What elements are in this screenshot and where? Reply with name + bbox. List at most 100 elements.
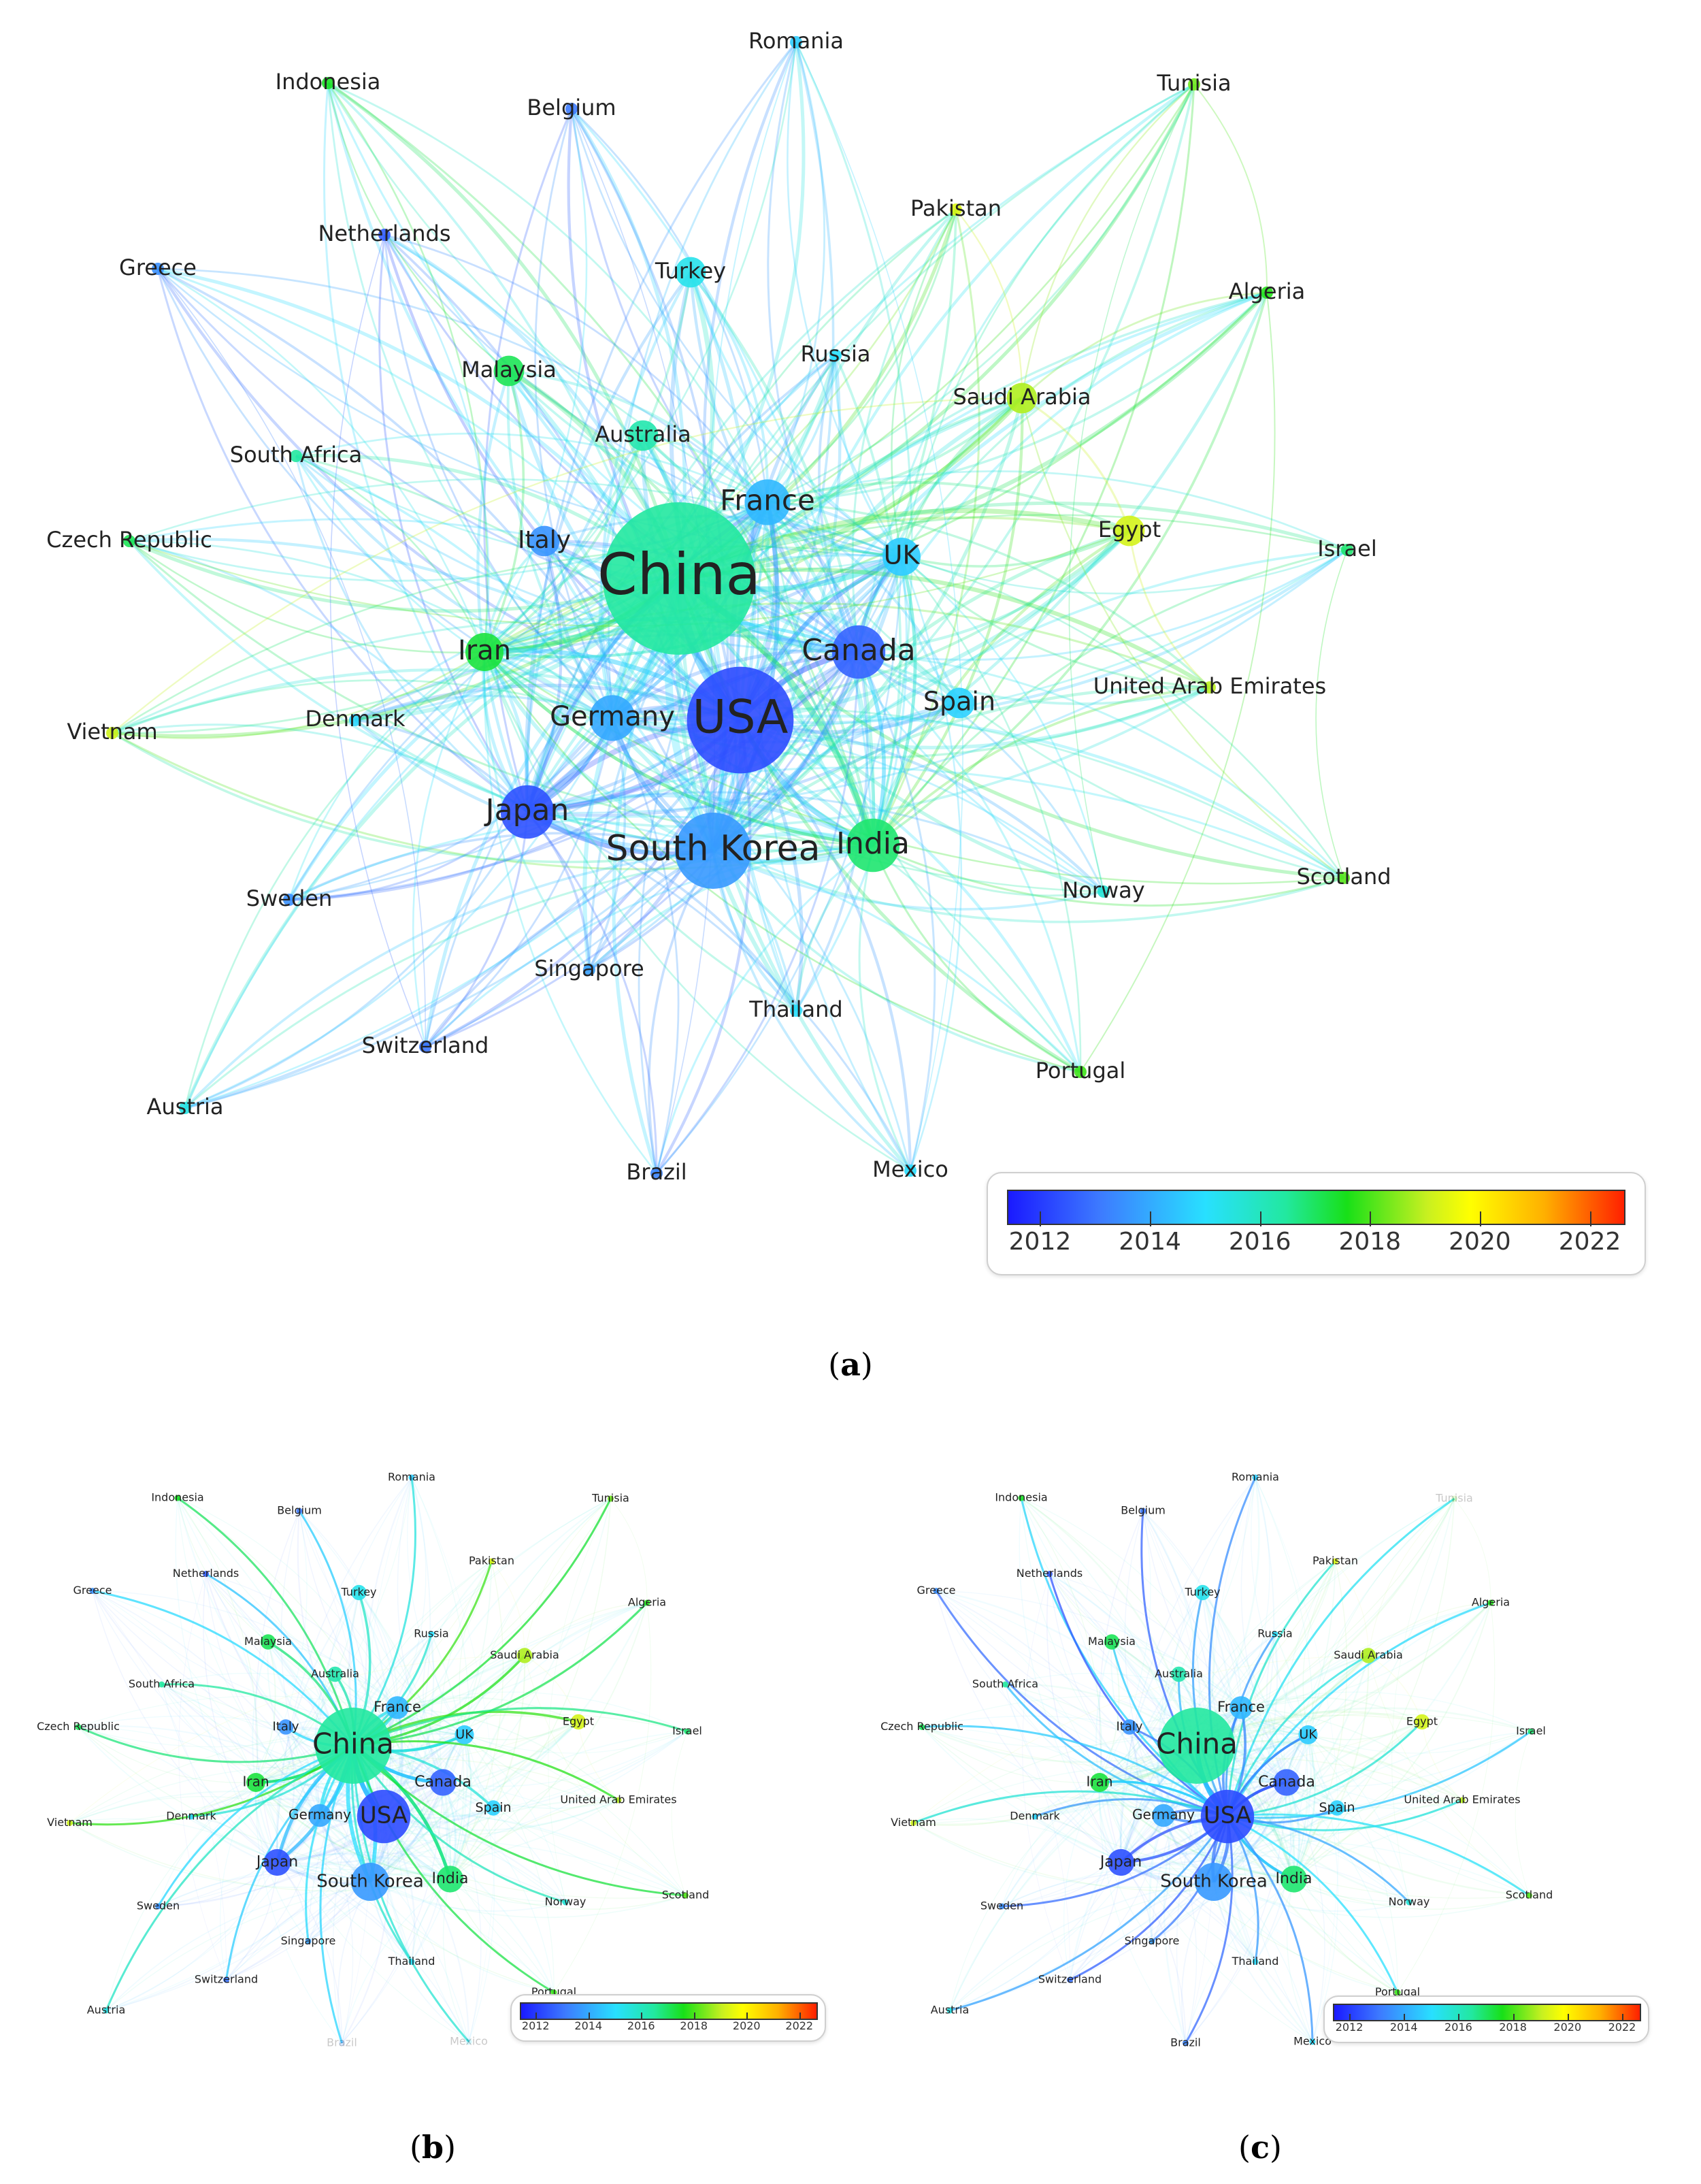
node-united-arab-emirates[interactable] bbox=[1204, 681, 1216, 694]
node-thailand[interactable] bbox=[1252, 1959, 1259, 1965]
node-israel[interactable] bbox=[1341, 544, 1353, 556]
node-portugal[interactable] bbox=[1394, 1989, 1401, 1995]
node-scotland[interactable] bbox=[1338, 872, 1350, 884]
node-turkey[interactable] bbox=[675, 257, 706, 288]
node-russia[interactable] bbox=[1272, 1631, 1278, 1637]
node-thailand[interactable] bbox=[790, 1005, 802, 1017]
node-mexico[interactable] bbox=[1309, 2038, 1316, 2045]
node-iran[interactable] bbox=[246, 1773, 265, 1792]
node-usa[interactable] bbox=[1200, 1789, 1255, 1844]
node-norway[interactable] bbox=[562, 1899, 569, 1906]
node-brazil[interactable] bbox=[650, 1167, 663, 1179]
node-belgium[interactable] bbox=[565, 103, 578, 115]
node-belgium[interactable] bbox=[296, 1507, 303, 1514]
node-czech-republic[interactable] bbox=[919, 1724, 925, 1730]
node-canada[interactable] bbox=[831, 625, 886, 679]
node-egypt[interactable] bbox=[1414, 1714, 1430, 1730]
node-tunisia[interactable] bbox=[1451, 1495, 1457, 1502]
node-south-korea[interactable] bbox=[1195, 1863, 1233, 1901]
node-saudi-arabia[interactable] bbox=[1006, 382, 1038, 414]
node-pakistan[interactable] bbox=[489, 1558, 495, 1565]
node-japan[interactable] bbox=[1107, 1848, 1135, 1876]
node-india[interactable] bbox=[436, 1865, 464, 1893]
node-indonesia[interactable] bbox=[1018, 1495, 1025, 1501]
node-uk[interactable] bbox=[882, 538, 921, 576]
node-algeria[interactable] bbox=[1261, 287, 1273, 299]
node-portugal[interactable] bbox=[1074, 1066, 1087, 1078]
node-italy[interactable] bbox=[278, 1719, 294, 1735]
node-pakistan[interactable] bbox=[1332, 1558, 1338, 1565]
node-switzerland[interactable] bbox=[1067, 1976, 1073, 1983]
node-usa[interactable] bbox=[687, 666, 794, 774]
node-indonesia[interactable] bbox=[322, 77, 334, 89]
node-south-africa[interactable] bbox=[290, 450, 302, 462]
node-egypt[interactable] bbox=[1114, 515, 1145, 547]
node-algeria[interactable] bbox=[644, 1599, 650, 1606]
node-china[interactable] bbox=[1159, 1708, 1235, 1784]
node-uk[interactable] bbox=[455, 1725, 474, 1744]
node-united-arab-emirates[interactable] bbox=[615, 1797, 622, 1804]
node-mexico[interactable] bbox=[904, 1164, 916, 1177]
node-mexico[interactable] bbox=[465, 2038, 472, 2045]
node-switzerland[interactable] bbox=[419, 1041, 431, 1053]
node-australia[interactable] bbox=[327, 1666, 343, 1682]
node-spain[interactable] bbox=[944, 687, 975, 719]
node-czech-republic[interactable] bbox=[75, 1724, 82, 1730]
node-greece[interactable] bbox=[89, 1588, 96, 1594]
node-greece[interactable] bbox=[152, 263, 164, 275]
node-brazil[interactable] bbox=[339, 2040, 345, 2047]
node-spain[interactable] bbox=[1329, 1800, 1345, 1816]
node-sweden[interactable] bbox=[999, 1903, 1005, 1910]
node-france[interactable] bbox=[1229, 1696, 1253, 1719]
node-russia[interactable] bbox=[428, 1631, 435, 1637]
node-china[interactable] bbox=[603, 502, 755, 655]
node-sweden[interactable] bbox=[283, 894, 295, 906]
node-sweden[interactable] bbox=[155, 1903, 161, 1910]
node-austria[interactable] bbox=[946, 2007, 953, 2014]
node-austria[interactable] bbox=[103, 2007, 110, 2014]
node-brazil[interactable] bbox=[1183, 2040, 1189, 2047]
node-algeria[interactable] bbox=[1487, 1599, 1494, 1606]
node-greece[interactable] bbox=[933, 1588, 940, 1594]
node-netherlands[interactable] bbox=[1046, 1571, 1053, 1577]
node-canada[interactable] bbox=[429, 1769, 457, 1796]
node-vietnam[interactable] bbox=[106, 727, 118, 739]
node-vietnam[interactable] bbox=[67, 1820, 73, 1826]
node-belgium[interactable] bbox=[1140, 1507, 1146, 1514]
node-romania[interactable] bbox=[408, 1474, 415, 1481]
node-india[interactable] bbox=[1280, 1865, 1308, 1893]
node-russia[interactable] bbox=[829, 349, 842, 361]
node-tunisia[interactable] bbox=[1188, 78, 1200, 91]
node-germany[interactable] bbox=[1152, 1804, 1175, 1827]
node-romania[interactable] bbox=[790, 36, 802, 48]
node-italy[interactable] bbox=[529, 525, 560, 557]
node-denmark[interactable] bbox=[1031, 1813, 1038, 1820]
node-israel[interactable] bbox=[1527, 1728, 1534, 1735]
node-south-korea[interactable] bbox=[675, 813, 751, 889]
node-netherlands[interactable] bbox=[378, 229, 391, 241]
node-malaysia[interactable] bbox=[493, 355, 525, 387]
node-south-africa[interactable] bbox=[1002, 1681, 1008, 1688]
node-denmark[interactable] bbox=[349, 714, 361, 726]
node-malaysia[interactable] bbox=[260, 1634, 276, 1650]
node-turkey[interactable] bbox=[1195, 1584, 1210, 1601]
node-romania[interactable] bbox=[1252, 1474, 1259, 1481]
node-norway[interactable] bbox=[1097, 885, 1110, 898]
node-indonesia[interactable] bbox=[174, 1495, 181, 1501]
node-singapore[interactable] bbox=[305, 1938, 312, 1944]
node-italy[interactable] bbox=[1121, 1719, 1138, 1735]
node-austria[interactable] bbox=[179, 1102, 191, 1114]
node-france[interactable] bbox=[744, 479, 791, 525]
node-australia[interactable] bbox=[627, 420, 659, 451]
node-germany[interactable] bbox=[308, 1804, 331, 1827]
node-saudi-arabia[interactable] bbox=[516, 1648, 533, 1663]
node-thailand[interactable] bbox=[408, 1959, 415, 1965]
node-vietnam[interactable] bbox=[910, 1820, 916, 1826]
node-tunisia[interactable] bbox=[608, 1495, 614, 1502]
node-japan[interactable] bbox=[263, 1848, 291, 1876]
node-netherlands[interactable] bbox=[203, 1571, 209, 1577]
node-israel[interactable] bbox=[684, 1728, 691, 1735]
node-portugal[interactable] bbox=[550, 1989, 557, 1995]
node-norway[interactable] bbox=[1406, 1899, 1413, 1906]
node-saudi-arabia[interactable] bbox=[1360, 1648, 1376, 1663]
